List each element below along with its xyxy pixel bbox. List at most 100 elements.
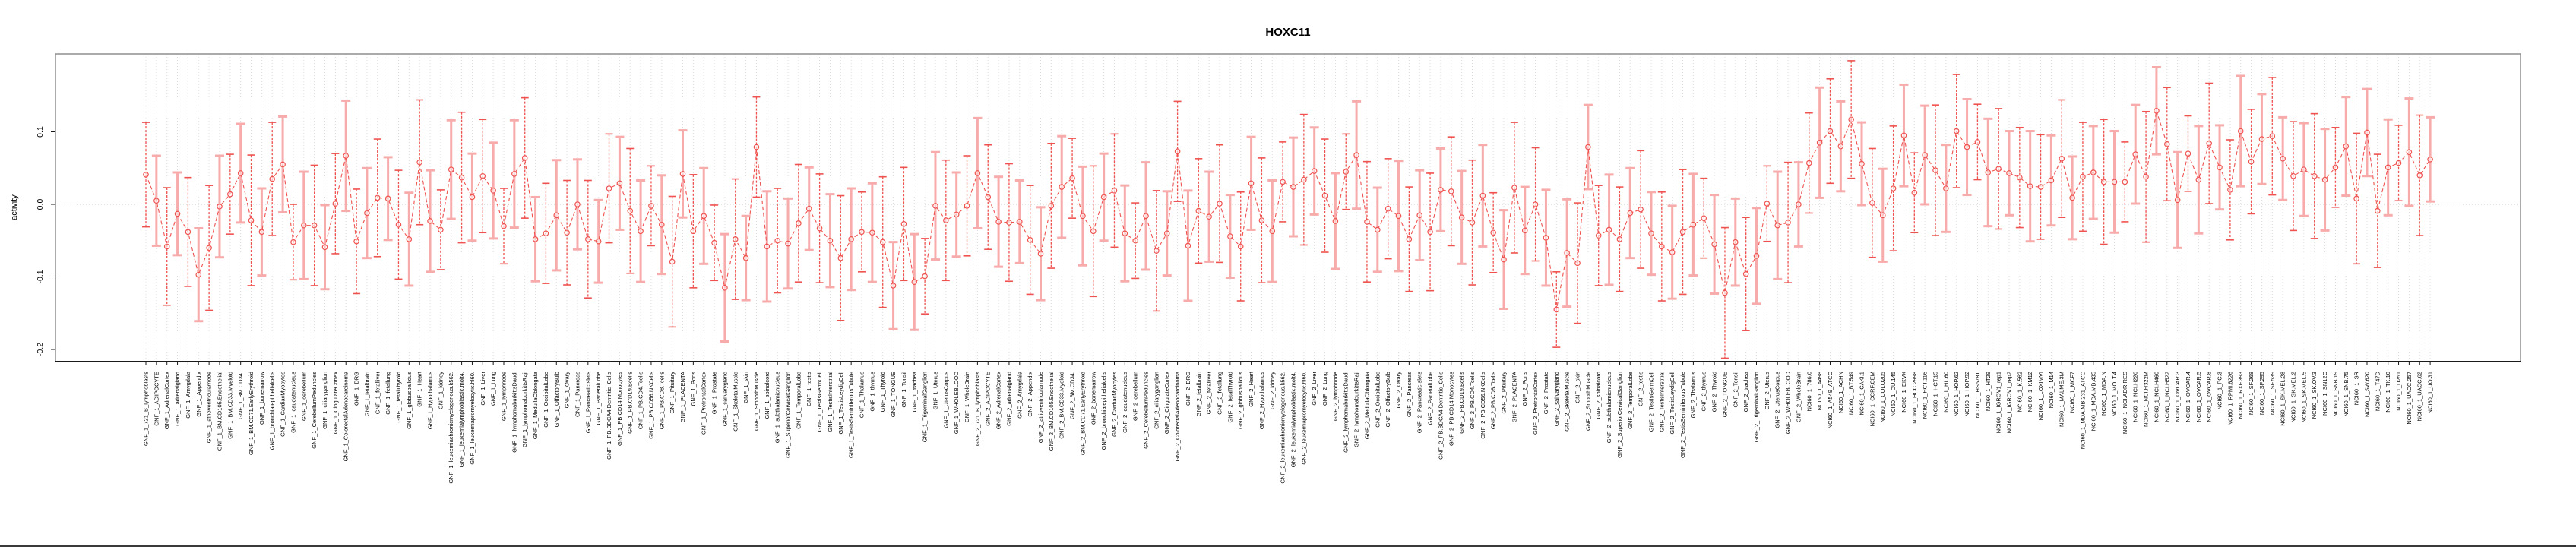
data-point (2174, 197, 2181, 204)
data-point (1448, 188, 1454, 194)
x-tick-label: GNF_1_Tonsil (900, 372, 907, 408)
x-tick-label: GNF_2_Thyroid (1711, 372, 1718, 412)
x-tick-label: NCI60_1_U251 (2395, 372, 2402, 411)
x-tick-label: GNF_1_WHOLEBLOOD (953, 371, 960, 434)
data-point (2343, 143, 2350, 150)
data-point (1385, 205, 1391, 212)
data-point (1638, 206, 1644, 213)
x-tick-label: GNF_1_OlfactoryBulb (553, 372, 560, 427)
x-tick-label: GNF_1_salivarygland (721, 372, 728, 426)
data-point (2090, 169, 2097, 175)
x-tick-label: GNF_2_Ovary (1395, 372, 1402, 409)
data-point (1900, 132, 1907, 139)
data-point (2227, 187, 2233, 193)
data-point (1785, 220, 1791, 226)
x-tick-label: NCI60_1_K.562 (2016, 372, 2023, 412)
data-point (1964, 144, 1970, 150)
data-point (2375, 207, 2381, 214)
x-tick-label: GNF_2_lymphnode (1332, 372, 1339, 421)
data-point (1080, 213, 1086, 220)
data-point (2237, 128, 2244, 134)
error-bar (1405, 186, 1413, 292)
x-tick-label: GNF_2_fetallung (1217, 372, 1223, 415)
x-tick-label: NCI60_1_MDA.N (2100, 372, 2107, 416)
data-point (1701, 215, 1707, 221)
data-point (585, 236, 591, 242)
data-point (385, 195, 391, 202)
x-tick-label: NCI60_1_RXF.393 (2237, 372, 2244, 419)
x-tick-label: GNF_1_DRG (353, 372, 360, 406)
x-tick-label: GNF_2_Uterus (1764, 372, 1771, 410)
x-tick-label: GNF_1_kidney (437, 372, 444, 409)
x-tick-label: GNF_1_lymphnode (501, 372, 508, 421)
x-tick-label: GNF_1_PB.CD4.Tcells (638, 372, 644, 430)
x-tick-label: NCI60_1_SW.620 (2363, 372, 2370, 417)
data-point (469, 194, 476, 201)
plot-area: GNF_1_721_B_lymphoblasts GNF_1_ADIPOCYTE G… (36, 53, 2521, 484)
x-tick-label: GNF_2_caudatenucleus (1122, 372, 1128, 433)
x-tick-label: NCI60_1_HCT.15 (1932, 372, 1939, 416)
x-tick-label: GNF_1_CardiacMyocytes (280, 372, 286, 437)
data-point (2311, 172, 2318, 179)
x-tick-label: NCI60_1_IGROV1_rep1 (1995, 372, 2002, 433)
error-bar (563, 179, 571, 286)
x-tick-label: GNF_2_ciliaryganglion (1153, 372, 1160, 429)
x-tick-label: GNF_1_globuspallidus (406, 372, 413, 429)
x-tick-label: NCI60_1_SF.268 (2248, 372, 2255, 415)
data-point (448, 166, 454, 172)
data-point (1679, 229, 1686, 236)
data-point (1848, 116, 1854, 123)
data-point (1111, 188, 1118, 194)
x-tick-label: NCI60_1_SNB.75 (2343, 372, 2350, 417)
x-tick-label: NCI60_1_COLO205 (1879, 372, 1886, 423)
error-bar (1110, 133, 1119, 248)
x-tick-label: NCI60_1_HCT.116 (1922, 372, 1929, 419)
data-point (1174, 148, 1181, 155)
data-point (395, 221, 402, 228)
data-point (511, 171, 517, 177)
plot-box (55, 53, 2521, 362)
data-point (1521, 227, 1528, 234)
x-tick-label: NCI60_1_HT29 (1985, 372, 1992, 411)
data-point (280, 161, 286, 168)
data-point (1195, 207, 1202, 214)
x-tick-label: GNF_1_CingulateCortex (332, 372, 339, 434)
x-tick-label: GNF_2_testis (1638, 372, 1644, 406)
x-tick-label: GNF_1_testis (805, 372, 812, 406)
data-point (1796, 201, 1802, 207)
x-tick-label: GNF_2_PB.CD8.Tcells (1490, 372, 1497, 430)
window-bottom-edge (0, 545, 2576, 547)
data-point (1416, 212, 1423, 219)
data-point (1132, 237, 1138, 244)
x-tick-label: NCI60_1_MOLT.4 (2111, 372, 2118, 416)
x-tick-label: GNF_2_Pancreas (1406, 372, 1413, 417)
x-tick-label: GNF_1_Liver (479, 372, 486, 406)
x-tick-label: NCI60_1_NCI.H460 (2153, 372, 2160, 422)
x-tick-label: GNF_1_PB.CD14.Monocytes (616, 372, 623, 446)
x-tick-label: GNF_2_TestisInterstitial (1658, 372, 1665, 432)
x-tick-label: GNF_2_BM.CD33.Myeloid (1059, 372, 1065, 439)
x-tick-label: NCI60_1_HCC.2998 (1911, 372, 1918, 424)
data-point (1953, 128, 1960, 134)
data-point (1227, 233, 1233, 239)
x-tick-label: GNF_1_ParietalLobe (595, 372, 602, 425)
x-tick-label: NCI60_1_OVCAR.3 (2174, 372, 2181, 422)
x-tick-label: GNF_2_spinalcord (1595, 372, 1602, 419)
data-point (2258, 136, 2265, 142)
x-tick-label: GNF_2_subthalamicnucleus (1606, 372, 1612, 443)
x-tick-label: GNF_1_SmoothMuscle (753, 372, 760, 431)
data-point (679, 171, 686, 177)
x-tick-label: GNF_1_Pons (690, 372, 697, 406)
data-point (1911, 189, 1918, 196)
x-tick-label: GNF_2_bonemarrow (1090, 371, 1097, 425)
error-bar (1742, 217, 1750, 331)
data-point (553, 212, 560, 219)
x-tick-label: GNF_1_fetalThyroid (395, 372, 402, 423)
data-point (1248, 180, 1255, 187)
data-point (900, 220, 907, 227)
data-point (816, 225, 823, 232)
data-point (1321, 192, 1328, 199)
error-bar (521, 96, 529, 219)
data-point (1690, 221, 1697, 228)
